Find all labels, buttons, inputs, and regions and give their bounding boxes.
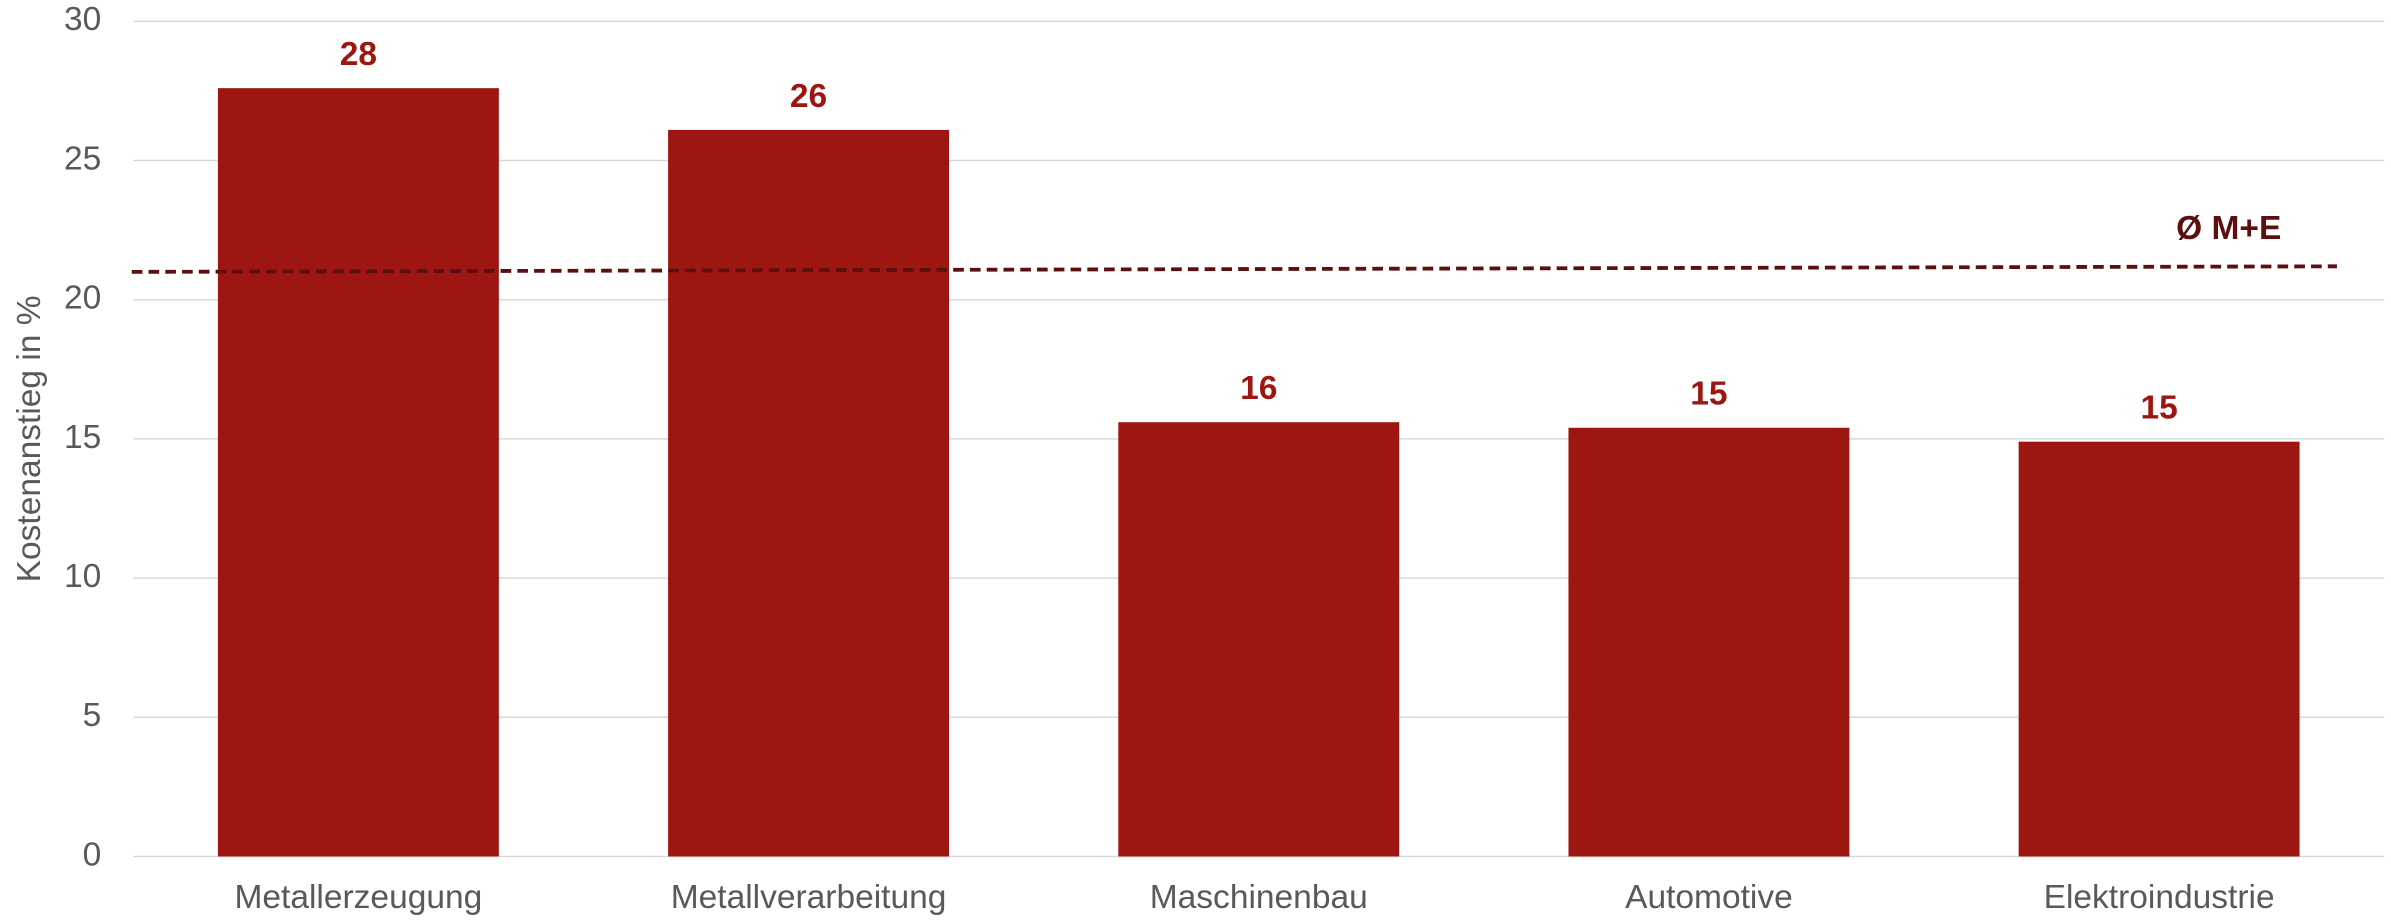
bar xyxy=(2018,441,2300,857)
y-tick-label: 20 xyxy=(64,280,101,317)
y-tick-label: 5 xyxy=(83,697,102,734)
y-axis-label: Kostenanstieg in % xyxy=(11,295,48,582)
x-tick-label: Metallverarbeitung xyxy=(671,879,947,916)
y-tick-label: 10 xyxy=(64,558,101,595)
bar xyxy=(217,88,499,857)
bar xyxy=(1118,422,1400,857)
reference-line xyxy=(131,264,2337,274)
y-tick-label: 0 xyxy=(83,836,102,873)
reference-label: Ø M+E xyxy=(2176,210,2281,247)
bar xyxy=(1568,427,1850,857)
x-tick-label: Metallerzeugung xyxy=(234,879,482,916)
bar xyxy=(668,129,950,857)
value-label: 26 xyxy=(790,78,827,115)
x-tick-label: Elektroindustrie xyxy=(2044,879,2275,916)
value-label: 28 xyxy=(340,36,377,73)
y-tick-label: 15 xyxy=(64,419,101,456)
x-tick-label: Automotive xyxy=(1625,879,1793,916)
value-label: 15 xyxy=(2140,390,2177,427)
y-tick-label: 25 xyxy=(64,140,101,177)
x-tick-label: Maschinenbau xyxy=(1150,879,1368,916)
value-label: 15 xyxy=(1690,376,1727,413)
y-tick-label: 30 xyxy=(64,1,101,38)
value-label: 16 xyxy=(1240,370,1277,407)
